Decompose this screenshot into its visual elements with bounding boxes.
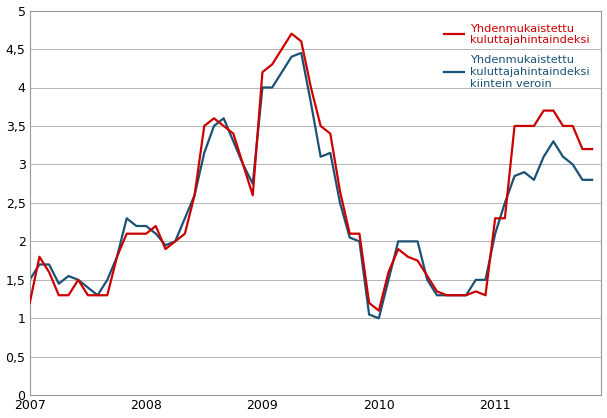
- Yhdenmukaistettu
kuluttajahintaindeksi
kiintein veroin: [375, 316, 382, 321]
- Line: Yhdenmukaistettu
kuluttajahintaindeksi: Yhdenmukaistettu kuluttajahintaindeksi: [30, 33, 592, 311]
- Legend: Yhdenmukaistettu
kuluttajahintaindeksi, Yhdenmukaistettu
kuluttajahintaindeksi
k: Yhdenmukaistettu kuluttajahintaindeksi, …: [440, 20, 593, 92]
- Yhdenmukaistettu
kuluttajahintaindeksi
kiintein veroin: [327, 150, 334, 155]
- Yhdenmukaistettu
kuluttajahintaindeksi: [288, 31, 295, 36]
- Yhdenmukaistettu
kuluttajahintaindeksi: [84, 293, 92, 298]
- Yhdenmukaistettu
kuluttajahintaindeksi: [327, 131, 334, 136]
- Yhdenmukaistettu
kuluttajahintaindeksi: [46, 270, 53, 275]
- Yhdenmukaistettu
kuluttajahintaindeksi: [26, 301, 33, 306]
- Yhdenmukaistettu
kuluttajahintaindeksi
kiintein veroin: [26, 278, 33, 283]
- Yhdenmukaistettu
kuluttajahintaindeksi: [453, 293, 460, 298]
- Yhdenmukaistettu
kuluttajahintaindeksi: [375, 308, 382, 313]
- Yhdenmukaistettu
kuluttajahintaindeksi
kiintein veroin: [172, 239, 179, 244]
- Yhdenmukaistettu
kuluttajahintaindeksi
kiintein veroin: [114, 254, 121, 259]
- Yhdenmukaistettu
kuluttajahintaindeksi: [589, 147, 596, 152]
- Line: Yhdenmukaistettu
kuluttajahintaindeksi
kiintein veroin: Yhdenmukaistettu kuluttajahintaindeksi k…: [30, 53, 592, 319]
- Yhdenmukaistettu
kuluttajahintaindeksi: [114, 254, 121, 259]
- Yhdenmukaistettu
kuluttajahintaindeksi
kiintein veroin: [297, 50, 305, 55]
- Yhdenmukaistettu
kuluttajahintaindeksi: [172, 239, 179, 244]
- Yhdenmukaistettu
kuluttajahintaindeksi
kiintein veroin: [84, 285, 92, 290]
- Yhdenmukaistettu
kuluttajahintaindeksi
kiintein veroin: [453, 293, 460, 298]
- Yhdenmukaistettu
kuluttajahintaindeksi
kiintein veroin: [589, 177, 596, 182]
- Yhdenmukaistettu
kuluttajahintaindeksi
kiintein veroin: [46, 262, 53, 267]
